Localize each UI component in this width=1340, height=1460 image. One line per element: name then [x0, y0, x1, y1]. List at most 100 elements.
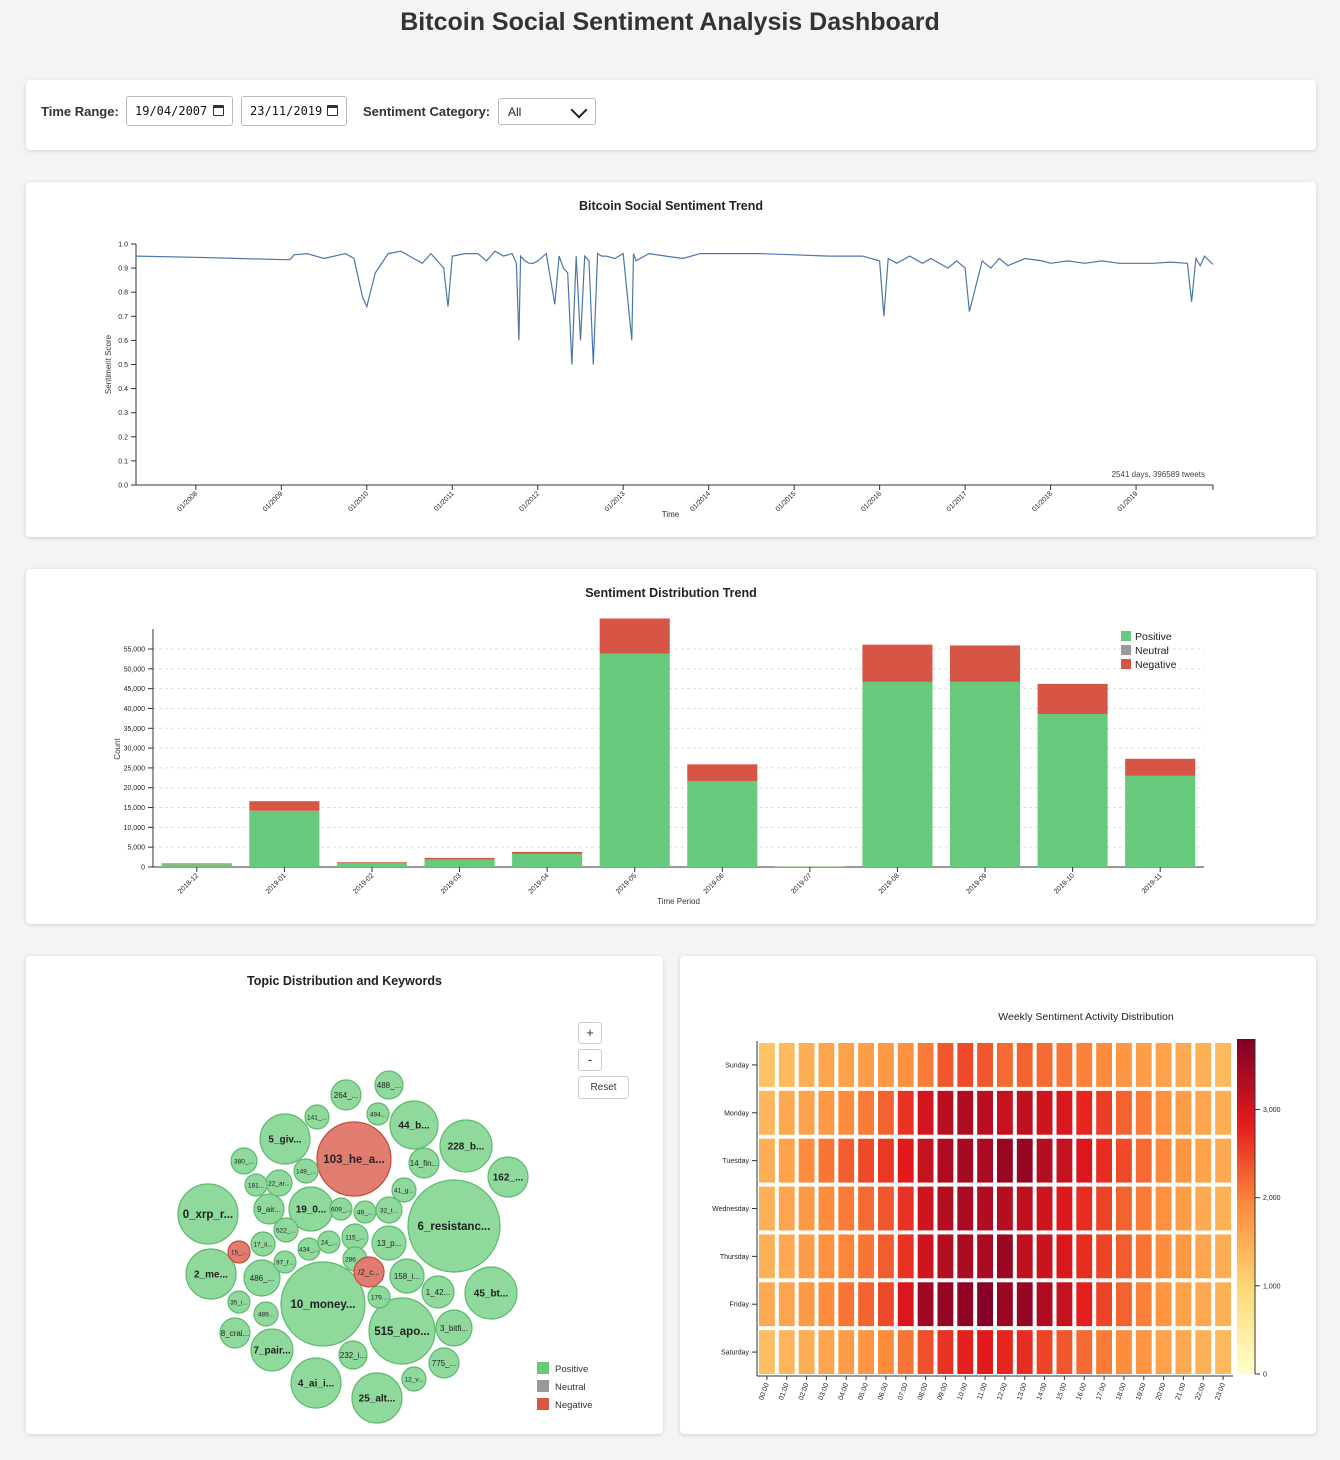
topic-bubble-label: 181...	[248, 1182, 264, 1189]
topic-bubble[interactable]: 179...	[367, 1285, 391, 1309]
bar-positive	[1037, 714, 1108, 867]
topic-bubble-circle	[253, 1193, 285, 1225]
calendar-icon[interactable]	[213, 105, 224, 116]
topic-bubble-label: 8_crai...	[221, 1329, 249, 1338]
end-date-input[interactable]: 23/11/2019	[241, 96, 347, 126]
heatmap-cell	[878, 1186, 894, 1231]
legend-negative: Negative	[537, 1398, 593, 1411]
zoom-in-button[interactable]: +	[578, 1022, 602, 1044]
start-date-input[interactable]: 19/04/2007	[126, 96, 233, 126]
x-tick-label: 01/2008	[176, 490, 199, 513]
topic-bubble[interactable]: 149_...	[293, 1158, 319, 1184]
topic-bubble-label: 25_alt...	[359, 1394, 396, 1405]
topic-bubble[interactable]: 9_air...	[253, 1193, 285, 1225]
legend-label: Positive	[1135, 631, 1172, 643]
x-tick-label: 2019-05	[615, 872, 638, 895]
topic-bubble[interactable]: 10_money...	[280, 1261, 366, 1347]
x-tick-label: 2019-06	[703, 872, 726, 895]
topic-bubble[interactable]: /2_c...	[353, 1256, 385, 1288]
topic-bubble[interactable]: 45_bt...	[464, 1266, 518, 1320]
topic-bubble[interactable]: 17_li...	[250, 1231, 276, 1257]
heatmap-cell	[1175, 1234, 1192, 1279]
topic-bubble[interactable]: 522_...	[273, 1217, 299, 1243]
topic-bubble-label: 17_li...	[253, 1241, 272, 1248]
topic-bubble[interactable]: 775_...	[428, 1347, 460, 1379]
start-date-value: 19/04/2007	[135, 104, 208, 118]
topic-bubble-chart[interactable]: 103_he_a... 6_resistanc... 10_money... 0_xr…	[26, 956, 663, 1434]
day-label: Sunday	[725, 1062, 749, 1069]
heatmap-cell	[937, 1138, 954, 1183]
y-tick-label: 5,000	[127, 845, 145, 852]
heatmap-cell	[798, 1330, 815, 1374]
topic-bubble[interactable]: 25_alt...	[351, 1372, 403, 1424]
topic-bubble[interactable]: 3_bitfi...	[435, 1309, 473, 1347]
topic-bubble[interactable]: 141_...	[304, 1104, 330, 1130]
topic-bubble[interactable]: 4_ai_i...	[290, 1357, 342, 1409]
topic-bubble[interactable]: 158_i...	[389, 1258, 425, 1294]
topic-bubble[interactable]: 2_me...	[185, 1248, 237, 1300]
heatmap-cell	[1056, 1186, 1073, 1231]
topic-bubble-label: 522_...	[276, 1227, 296, 1234]
topic-bubble[interactable]: 515_apo...	[368, 1297, 436, 1365]
hour-label: 14:00	[1036, 1382, 1049, 1401]
y-tick-label: 0	[141, 865, 145, 872]
topic-bubble[interactable]: 49_...	[353, 1200, 377, 1224]
topic-bubble[interactable]: 232_i...	[338, 1340, 368, 1370]
x-tick-label: 2019-04	[527, 872, 550, 895]
topic-bubble[interactable]: 5_giv...	[259, 1113, 311, 1165]
zoom-out-button[interactable]: -	[578, 1049, 602, 1071]
topic-bubble[interactable]: 6_resistanc...	[407, 1179, 501, 1273]
heatmap-cell	[977, 1282, 993, 1327]
topic-bubble[interactable]: 1_42...	[421, 1275, 455, 1309]
heatmap-cell	[997, 1090, 1013, 1135]
topic-bubble[interactable]: 24_...	[317, 1230, 341, 1254]
topic-bubble[interactable]: 380_...	[230, 1147, 258, 1175]
topic-bubble[interactable]: 13_p...	[371, 1225, 407, 1261]
topic-bubble[interactable]: 22_ar...	[265, 1169, 293, 1197]
topic-bubble[interactable]: 162_...	[487, 1156, 529, 1198]
heatmap-cell	[1155, 1090, 1172, 1135]
topic-bubble[interactable]: 0_xrp_r...	[177, 1183, 239, 1245]
topic-bubble[interactable]: 434_...	[297, 1237, 321, 1261]
topic-bubble[interactable]: 14_fin...	[408, 1147, 440, 1179]
topic-bubble[interactable]: 181...	[244, 1173, 268, 1197]
topic-bubble[interactable]: 8_crai...	[219, 1317, 251, 1349]
heatmap-cell	[1135, 1234, 1152, 1279]
heatmap-cell	[1215, 1282, 1231, 1327]
sentiment-category-select[interactable]: All	[498, 98, 596, 125]
topic-bubble[interactable]: 264_...	[330, 1079, 362, 1111]
topic-bubble[interactable]: 41_g...	[391, 1177, 417, 1203]
topic-bubble-circle	[304, 1104, 330, 1130]
hour-label: 18:00	[1115, 1382, 1128, 1401]
heatmap-cell	[1096, 1282, 1112, 1327]
x-tick-label: 01/2017	[946, 490, 969, 513]
topic-bubble[interactable]: 32_t...	[375, 1196, 403, 1224]
topic-bubble[interactable]: 97_f...	[273, 1250, 297, 1274]
hour-label: 21:00	[1175, 1382, 1188, 1401]
topic-bubble[interactable]: 609_...	[329, 1197, 353, 1221]
heatmap-cell	[957, 1138, 974, 1183]
topic-bubble[interactable]: 103_he_a...	[316, 1121, 392, 1197]
topic-bubble-circle	[366, 1102, 390, 1126]
topic-bubble[interactable]: 494...	[366, 1102, 390, 1126]
topic-bubble[interactable]: 489...	[253, 1301, 279, 1327]
topic-bubble[interactable]: 7_pair...	[250, 1328, 294, 1372]
hour-label: 03:00	[818, 1382, 831, 1401]
topic-bubble[interactable]: 486_...	[243, 1259, 281, 1297]
topic-bubble-label: 24_...	[321, 1239, 337, 1246]
y-tick-label: 1.0	[118, 242, 128, 249]
topic-bubble[interactable]: 115_...	[341, 1223, 369, 1251]
topic-bubble-label: 162_...	[493, 1173, 524, 1184]
topic-bubble[interactable]: 35_i...	[227, 1290, 251, 1314]
topic-bubble[interactable]: 44_b...	[389, 1100, 439, 1150]
topic-bubble-label: 486_...	[250, 1274, 274, 1283]
topic-bubble-circle	[259, 1113, 311, 1165]
topic-bubble-label: 15_...	[231, 1249, 247, 1256]
heatmap-cell	[1155, 1186, 1172, 1231]
topic-bubble[interactable]: 228_b...	[439, 1119, 493, 1173]
topic-bubble[interactable]: 15_...	[227, 1240, 251, 1264]
reset-zoom-button[interactable]: Reset	[578, 1076, 629, 1099]
calendar-icon[interactable]	[327, 105, 338, 116]
topic-bubble[interactable]: 12_v...	[401, 1366, 427, 1392]
topic-bubble[interactable]: 488_...	[374, 1070, 404, 1100]
